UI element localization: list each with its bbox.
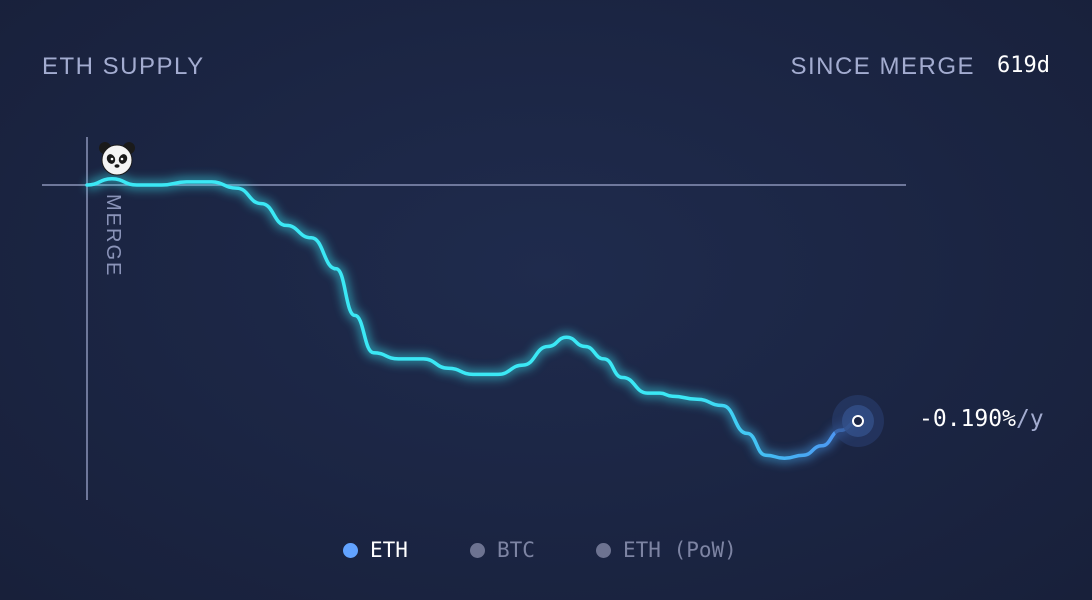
eth-series-glow (86, 174, 859, 463)
chart-title: ETH SUPPLY (42, 53, 205, 80)
annual-rate: -0.190%/y (919, 406, 1044, 432)
current-point-marker (832, 395, 884, 447)
annual-rate-unit: /y (1015, 406, 1044, 432)
annual-rate-value: -0.190% (919, 406, 1016, 432)
legend-item-eth[interactable]: ETH (343, 538, 408, 562)
legend-item-btc[interactable]: BTC (470, 538, 535, 562)
days-since-merge: 619d (997, 53, 1050, 78)
legend-label-eth-pow: ETH (PoW) (623, 538, 737, 562)
legend-dot-eth-pow (596, 542, 611, 558)
merge-label: MERGE (102, 194, 124, 277)
legend-label-btc: BTC (497, 538, 535, 562)
legend-label-eth: ETH (370, 538, 408, 562)
eth-series-line (85, 177, 860, 461)
since-merge-label: SINCE MERGE (790, 53, 975, 80)
legend-dot-btc (470, 542, 485, 558)
legend: ETH BTC ETH (PoW) (0, 538, 1092, 568)
legend-item-eth-pow[interactable]: ETH (PoW) (596, 538, 737, 562)
panda-icon (99, 142, 135, 176)
legend-dot-eth (343, 542, 358, 558)
